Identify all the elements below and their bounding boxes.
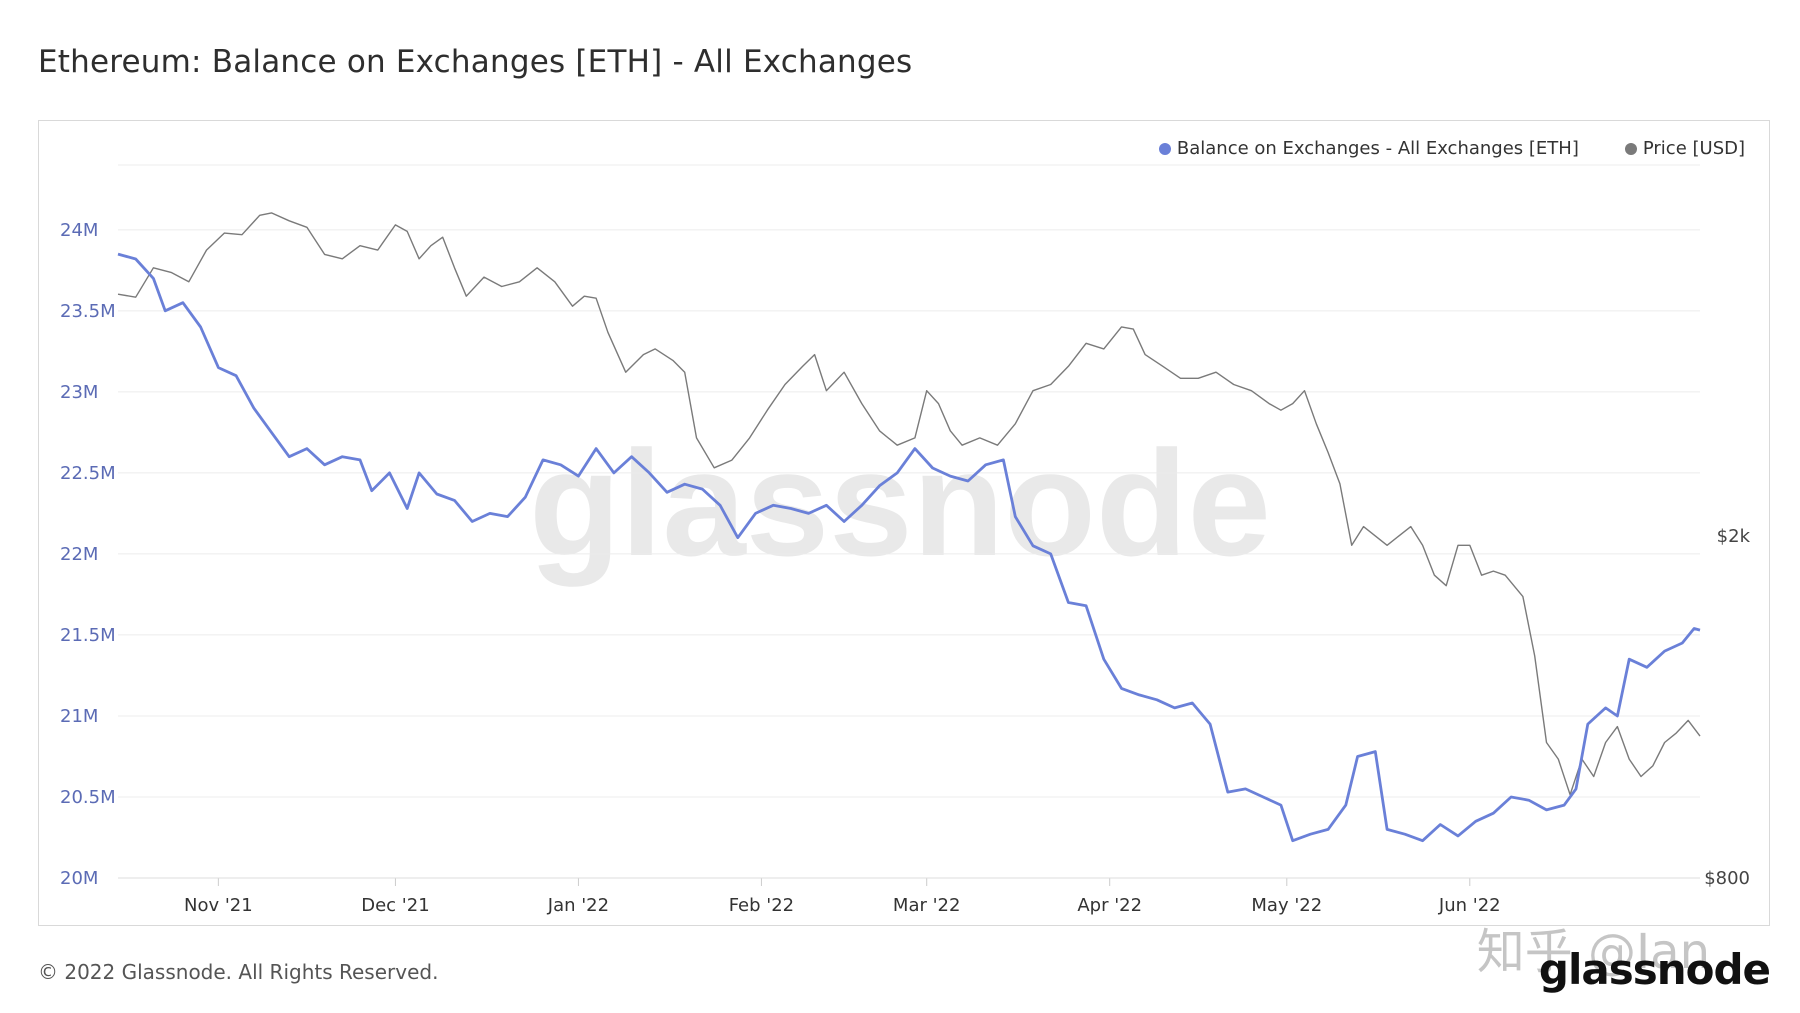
- y-tick-label: 20.5M: [60, 787, 116, 808]
- glassnode-logo: glassnode: [1538, 945, 1771, 994]
- legend-dot-price: [1624, 142, 1637, 155]
- y-tick-label: 21M: [60, 706, 98, 727]
- legend-label-balance: Balance on Exchanges - All Exchanges [ET…: [1176, 138, 1579, 159]
- x-tick-label: Jan '22: [547, 895, 609, 916]
- series-lines: [117, 212, 1701, 843]
- glassnode-watermark: glassnode: [529, 419, 1271, 587]
- y2-tick-label: $2k: [1717, 526, 1751, 547]
- chart-legend: Balance on Exchanges - All Exchanges [ET…: [1158, 138, 1745, 159]
- y-tick-label: 23M: [60, 382, 98, 403]
- chart-frame: [38, 120, 1770, 926]
- x-axis: Nov '21 Dec '21 Jan '22 Feb '22 Mar '22 Apr '…: [118, 877, 1700, 916]
- legend-label-price: Price [USD]: [1642, 138, 1745, 159]
- legend-dot-balance: [1158, 142, 1171, 155]
- x-tick-label: May '22: [1251, 895, 1322, 916]
- chart-title: Ethereum: Balance on Exchanges [ETH] - A…: [38, 44, 913, 80]
- legend-item-price[interactable]: Price [USD]: [1624, 138, 1745, 159]
- x-tick-label: Mar '22: [893, 895, 961, 916]
- y-tick-label: 24M: [60, 220, 98, 241]
- zhihu-watermark: 知乎 @Ian: [1476, 924, 1710, 980]
- y-axis-left: 20M 20.5M 21M 21.5M 22M 22.5M 23M 23.5M 24M: [60, 220, 116, 889]
- y-tick-label: 21.5M: [60, 625, 116, 646]
- y-axis-right: $800 $2k: [1704, 526, 1750, 889]
- y2-tick-label: $800: [1704, 868, 1750, 889]
- x-tick-label: Dec '21: [361, 895, 429, 916]
- copyright-footer: © 2022 Glassnode. All Rights Reserved.: [38, 960, 439, 984]
- legend-item-balance[interactable]: Balance on Exchanges - All Exchanges [ET…: [1158, 138, 1579, 159]
- y-tick-label: 23.5M: [60, 301, 116, 322]
- x-tick-label: Nov '21: [184, 895, 253, 916]
- y-tick-label: 22.5M: [60, 463, 116, 484]
- x-tick-label: Jun '22: [1438, 895, 1501, 916]
- series-line-price: [117, 212, 1701, 796]
- y-tick-label: 20M: [60, 868, 98, 889]
- y-tick-label: 22M: [60, 544, 98, 565]
- x-tick-label: Apr '22: [1077, 895, 1142, 916]
- x-tick-label: Feb '22: [729, 895, 794, 916]
- series-line-balance: [117, 252, 1701, 843]
